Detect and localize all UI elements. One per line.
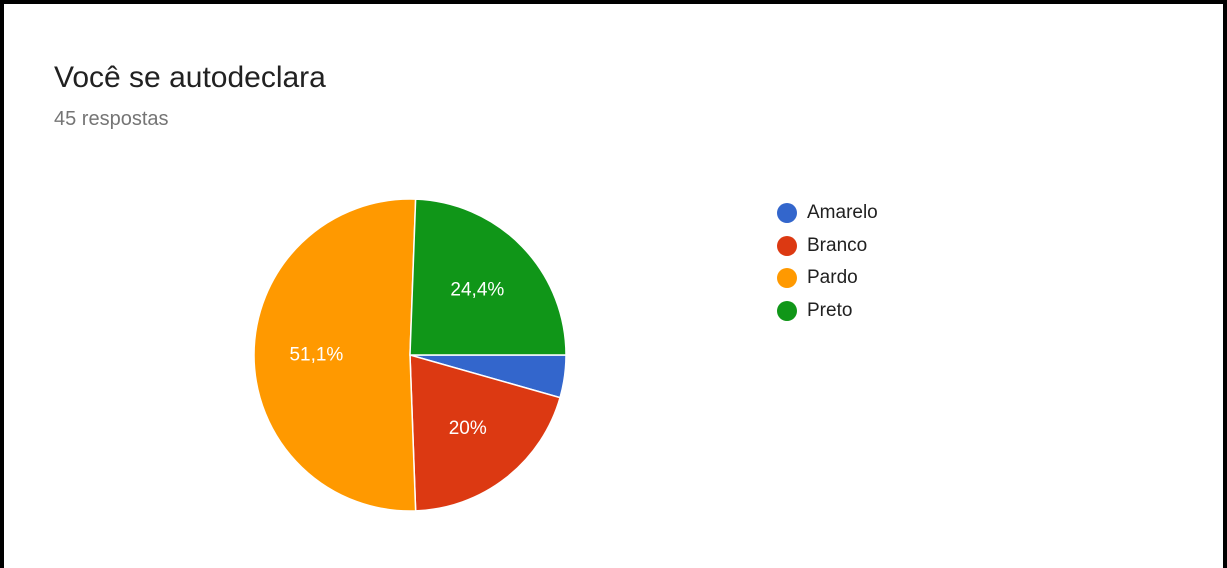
slice-label-pardo: 51,1% — [289, 345, 343, 366]
legend-swatch — [777, 268, 797, 289]
legend-label: Preto — [807, 300, 853, 322]
legend-label: Pardo — [807, 267, 858, 289]
pie-slice-preto[interactable] — [409, 198, 567, 356]
chart-legend: Amarelo Branco Pardo Preto — [777, 197, 878, 327]
legend-swatch — [777, 203, 797, 224]
response-count: 45 respostas — [54, 108, 169, 130]
legend-swatch — [777, 301, 797, 322]
slice-label-branco: 20% — [449, 418, 487, 439]
legend-item-preto[interactable]: Preto — [777, 295, 878, 328]
legend-item-branco[interactable]: Branco — [777, 230, 878, 263]
legend-label: Branco — [807, 234, 868, 256]
legend-swatch — [777, 235, 797, 256]
legend-label: Amarelo — [807, 202, 878, 224]
legend-item-pardo[interactable]: Pardo — [777, 262, 878, 295]
slice-label-preto: 24,4% — [450, 280, 504, 301]
pie-slice-branco[interactable] — [409, 353, 561, 512]
chart-title: Você se autodeclara — [54, 61, 326, 94]
pie-slice-pardo[interactable] — [253, 198, 417, 512]
legend-item-amarelo[interactable]: Amarelo — [777, 197, 878, 230]
